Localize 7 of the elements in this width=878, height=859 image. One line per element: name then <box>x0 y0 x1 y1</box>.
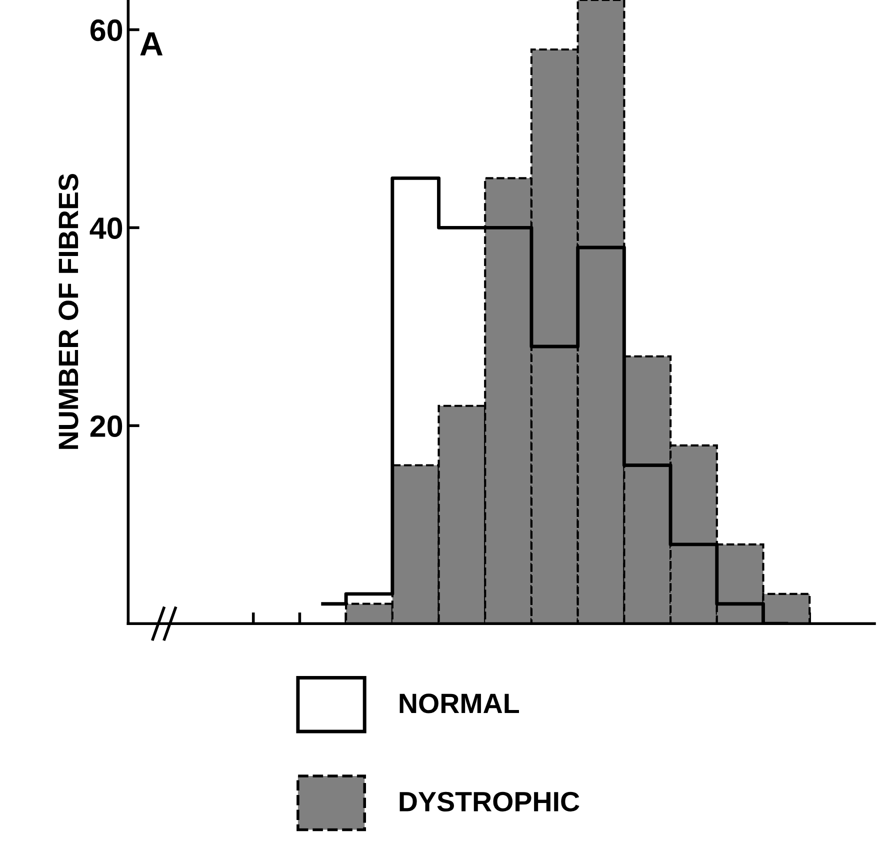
legend-label: DYSTROPHIC <box>400 792 580 812</box>
y-tick-label: 40 <box>90 217 122 240</box>
legend-label: NORMAL <box>400 694 519 714</box>
y-tick-label: 20 <box>90 415 122 438</box>
text: A <box>140 32 163 56</box>
y-tick-label: 60 <box>90 19 122 42</box>
y-axis-title: NUMBER OF FIBRES <box>58 174 78 449</box>
